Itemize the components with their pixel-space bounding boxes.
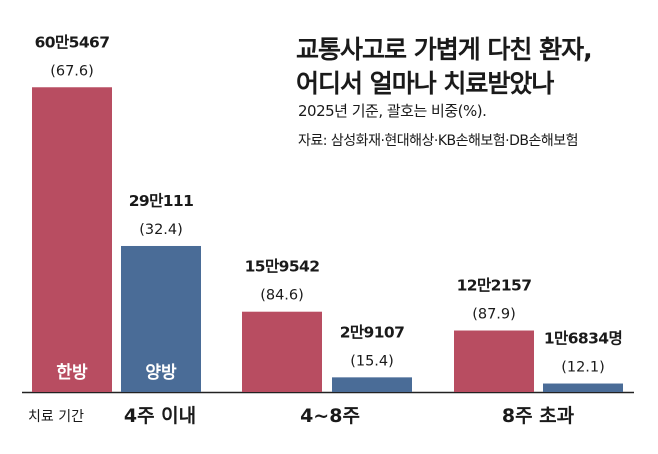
value-label: 2만9107	[340, 323, 405, 341]
legend-label-in-bar: 양방	[145, 363, 177, 383]
legend-label-in-bar: 한방	[56, 363, 88, 383]
chart-title-line-2: 어디서 얼마나 치료받았나	[296, 69, 554, 98]
value-label: 12만2157	[457, 277, 532, 295]
chart-title-line-1: 교통사고로 가볍게 다친 환자,	[296, 35, 593, 64]
value-label: 15만9542	[245, 258, 320, 276]
category-label: 4~8주	[300, 405, 360, 427]
share-label: (87.9)	[472, 307, 516, 323]
bar-8주-초과-양방	[543, 383, 623, 392]
chart-subtitle: 2025년 기준, 괄호는 비중(%).	[298, 102, 487, 120]
category-label: 8주 초과	[502, 405, 575, 427]
bar-4-8주-양방	[332, 377, 412, 392]
share-label: (12.1)	[561, 360, 605, 376]
bar-4-8주-한방	[242, 311, 322, 392]
value-label: 1만6834명	[544, 330, 622, 348]
bar-4주-이내-한방	[32, 87, 112, 392]
bar-4주-이내-양방	[121, 245, 201, 392]
bar-8주-초과-한방	[454, 330, 534, 392]
axis-label: 치료 기간	[28, 409, 84, 425]
value-label: 60만5467	[35, 33, 110, 51]
share-label: (32.4)	[139, 222, 183, 238]
chart-source: 자료: 삼성화재·현대해상·KB손해보험·DB손해보험	[298, 133, 579, 149]
category-label: 4주 이내	[124, 405, 196, 427]
share-label: (67.6)	[50, 63, 94, 79]
share-label: (84.6)	[260, 288, 304, 304]
value-label: 29만111	[129, 192, 194, 210]
share-label: (15.4)	[350, 353, 394, 369]
